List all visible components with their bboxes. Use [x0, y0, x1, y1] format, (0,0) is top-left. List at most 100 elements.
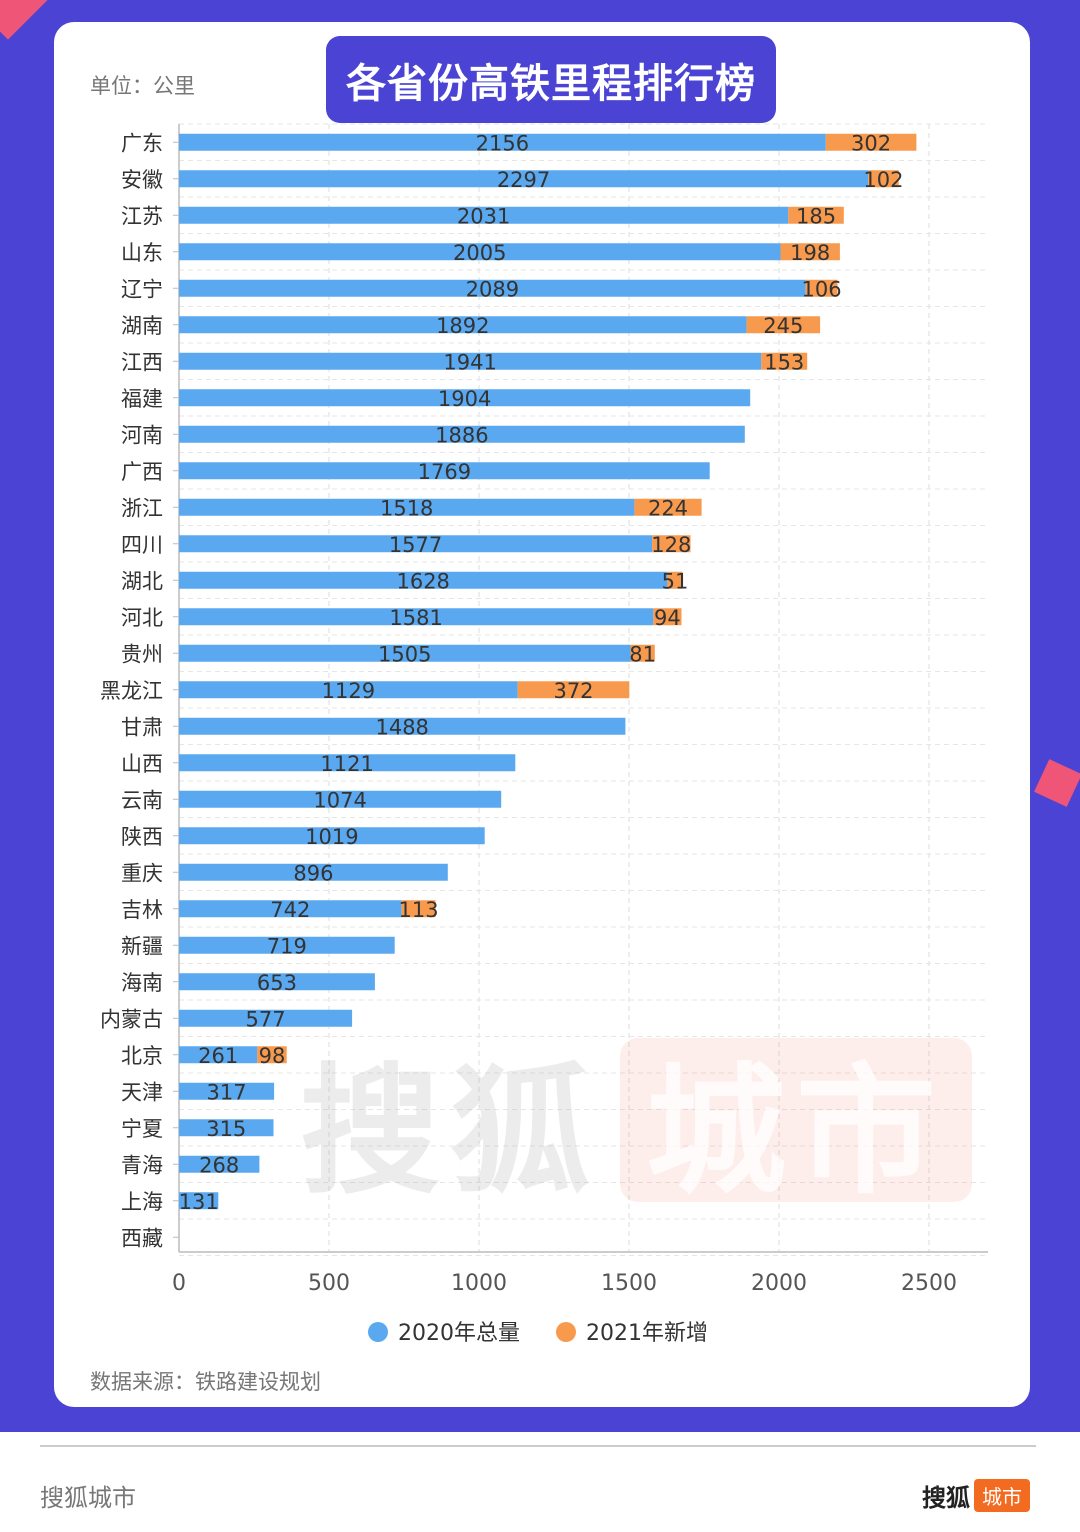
bar-2021	[634, 498, 702, 516]
bar-label-2020: 1769	[418, 460, 471, 484]
bar-2020	[179, 644, 631, 662]
bar-2021	[257, 1046, 287, 1064]
bar-2020	[179, 1119, 274, 1137]
bar-label-2020: 317	[207, 1080, 247, 1104]
bar-2020	[179, 316, 747, 334]
x-tick-label: 2000	[751, 1271, 807, 1296]
category-label: 内蒙古	[100, 1007, 163, 1031]
category-label: 海南	[121, 971, 163, 995]
category-label: 江苏	[121, 204, 163, 228]
bar-label-2020: 1941	[443, 350, 496, 374]
x-tick-label: 1000	[451, 1271, 507, 1296]
bar-2021	[825, 133, 917, 151]
bar-label-2020: 719	[267, 934, 307, 958]
footer-logo-badge: 城市	[974, 1479, 1030, 1512]
category-label: 重庆	[121, 861, 163, 885]
bar-2020	[179, 462, 710, 480]
bar-label-2020: 653	[257, 971, 297, 995]
footer-brand-text: 搜狐城市	[40, 1484, 136, 1512]
bar-label-2021: 302	[851, 131, 891, 155]
bar-label-2020: 1019	[305, 825, 358, 849]
bar-2021	[401, 900, 436, 918]
category-label: 北京	[121, 1044, 163, 1068]
bar-2021	[868, 170, 899, 188]
bar-2021	[652, 535, 691, 553]
bar-2020	[179, 717, 626, 735]
title-banner: 各省份高铁里程排行榜	[326, 36, 776, 123]
bar-label-2021: 198	[790, 241, 830, 265]
category-label: 新疆	[121, 934, 163, 958]
bar-label-2021: 245	[763, 314, 803, 338]
chart-title: 各省份高铁里程排行榜	[346, 60, 756, 107]
bar-label-2021: 98	[259, 1044, 286, 1068]
bar-label-2020: 1074	[313, 788, 366, 812]
bar-2020	[179, 1009, 353, 1027]
category-label: 甘肃	[121, 715, 163, 739]
category-label: 湖南	[121, 314, 163, 338]
bar-label-2021: 128	[651, 533, 691, 557]
bar-2020	[179, 279, 806, 297]
category-label: 广东	[121, 131, 163, 155]
bar-label-2020: 1628	[396, 569, 449, 593]
bar-label-2020: 315	[206, 1117, 246, 1141]
bar-2021	[780, 243, 840, 261]
bar-label-2020: 1121	[320, 752, 373, 776]
bar-2020	[179, 754, 516, 772]
data-source: 数据来源：铁路建设规划	[90, 1370, 321, 1394]
category-label: 上海	[121, 1190, 163, 1214]
unit-label: 单位：公里	[90, 74, 195, 98]
bar-2020	[179, 206, 789, 224]
bar-2021	[805, 279, 838, 297]
category-label: 广西	[121, 460, 163, 484]
bar-label-2021: 102	[863, 168, 903, 192]
bar-2021	[761, 352, 808, 370]
bar-2020	[179, 608, 654, 626]
bar-2020	[179, 790, 502, 808]
x-tick-label: 500	[308, 1271, 350, 1296]
bar-label-2020: 2156	[476, 131, 529, 155]
category-label: 湖北	[121, 569, 163, 593]
bar-2020	[179, 389, 751, 407]
bar-2020	[179, 1155, 260, 1173]
bar-label-2020: 577	[246, 1007, 286, 1031]
category-label: 安徽	[121, 168, 163, 192]
bar-label-2020: 896	[293, 861, 333, 885]
bar-label-2021: 106	[802, 277, 842, 301]
category-label: 浙江	[121, 496, 163, 520]
category-label: 西藏	[121, 1226, 163, 1250]
category-label: 黑龙江	[100, 679, 163, 703]
bar-label-2020: 1488	[375, 715, 428, 739]
bar-label-2021: 94	[654, 606, 681, 630]
bar-label-2020: 2005	[453, 241, 506, 265]
bar-2020	[179, 1192, 219, 1210]
bar-2020	[179, 863, 448, 881]
legend-marker-2021	[556, 1322, 576, 1342]
bar-label-2020: 1129	[322, 679, 375, 703]
bar-label-2021: 81	[629, 642, 656, 666]
bar-label-2020: 1581	[389, 606, 442, 630]
bar-label-2020: 2089	[466, 277, 519, 301]
category-label: 山东	[121, 241, 163, 265]
category-label: 贵州	[121, 642, 163, 666]
bar-2020	[179, 571, 668, 589]
category-label: 吉林	[121, 898, 163, 922]
bar-label-2020: 1886	[435, 423, 488, 447]
category-label: 宁夏	[121, 1117, 163, 1141]
bar-label-2020: 742	[270, 898, 310, 922]
legend-marker-2020	[368, 1322, 388, 1342]
bar-label-2020: 2297	[497, 168, 550, 192]
bar-2020	[179, 1082, 275, 1100]
bar-2020	[179, 243, 781, 261]
bar-2020	[179, 1046, 258, 1064]
legend-label-2021: 2021年新增	[586, 1321, 708, 1346]
bar-label-2020: 2031	[457, 204, 510, 228]
bar-2020	[179, 936, 395, 954]
category-label: 河北	[121, 606, 163, 630]
bar-label-2021: 153	[764, 350, 804, 374]
bar-label-2020: 1904	[438, 387, 491, 411]
category-label: 江西	[121, 350, 163, 374]
category-label: 山西	[121, 752, 163, 776]
category-label: 青海	[121, 1153, 163, 1177]
footer-divider	[40, 1445, 1036, 1447]
